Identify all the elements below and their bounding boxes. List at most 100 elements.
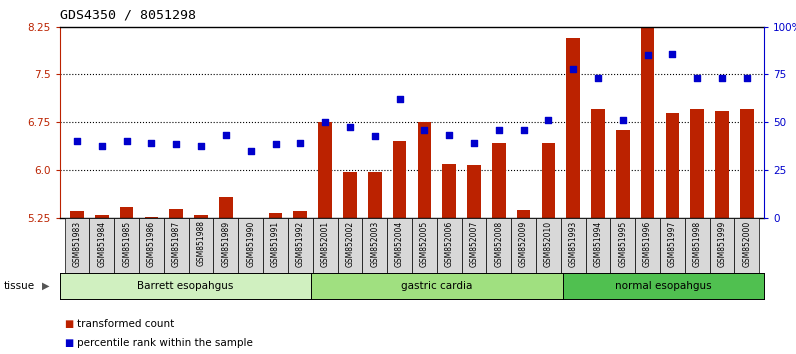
Point [244, 148, 257, 154]
Bar [219, 197, 232, 218]
Text: normal esopahgus: normal esopahgus [615, 281, 712, 291]
Text: GSM851985: GSM851985 [122, 221, 131, 267]
Point [269, 142, 282, 147]
Bar [343, 172, 357, 218]
Text: Barrett esopahgus: Barrett esopahgus [137, 281, 234, 291]
Point [71, 138, 84, 143]
Bar [492, 143, 505, 218]
Point [443, 132, 455, 138]
Bar [616, 130, 630, 218]
Bar [318, 122, 332, 218]
Text: GSM852007: GSM852007 [470, 221, 478, 267]
Point [691, 75, 704, 80]
Point [170, 142, 182, 147]
Bar [412, 218, 437, 273]
Bar [170, 210, 183, 218]
Point [220, 132, 232, 138]
Point [145, 140, 158, 146]
Bar [288, 218, 313, 273]
Text: GSM851995: GSM851995 [618, 221, 627, 267]
Point [716, 75, 728, 80]
Text: GSM851997: GSM851997 [668, 221, 677, 267]
Bar [238, 218, 263, 273]
Bar [313, 218, 338, 273]
Bar [338, 218, 362, 273]
Bar [740, 109, 754, 218]
Bar [294, 211, 307, 218]
Text: GSM851994: GSM851994 [594, 221, 603, 267]
Point [616, 118, 629, 123]
Text: GSM851999: GSM851999 [717, 221, 727, 267]
Text: GSM851992: GSM851992 [296, 221, 305, 267]
Text: GSM852005: GSM852005 [419, 221, 429, 267]
Bar [139, 218, 164, 273]
Point [195, 143, 208, 149]
Text: GSM851991: GSM851991 [271, 221, 280, 267]
Bar [269, 213, 283, 218]
Point [120, 138, 133, 143]
Bar [709, 218, 735, 273]
Bar [685, 218, 709, 273]
Point [517, 127, 530, 133]
Bar [715, 111, 729, 218]
Text: GSM851996: GSM851996 [643, 221, 652, 267]
Bar [145, 217, 158, 218]
Point [542, 118, 555, 123]
Bar [611, 218, 635, 273]
Bar [462, 218, 486, 273]
Bar [690, 109, 704, 218]
Text: GSM852001: GSM852001 [321, 221, 330, 267]
Bar [362, 218, 387, 273]
Text: GSM852010: GSM852010 [544, 221, 553, 267]
Point [567, 67, 579, 72]
Bar [189, 218, 213, 273]
Bar [418, 122, 431, 218]
Bar [95, 215, 109, 218]
Bar [635, 218, 660, 273]
Bar [467, 165, 481, 218]
Text: GSM852008: GSM852008 [494, 221, 503, 267]
Bar [213, 218, 238, 273]
Text: GSM852000: GSM852000 [743, 221, 751, 267]
Bar [263, 218, 288, 273]
Text: GDS4350 / 8051298: GDS4350 / 8051298 [60, 9, 196, 22]
Bar [536, 218, 560, 273]
Text: tissue: tissue [4, 281, 35, 291]
Text: ■: ■ [64, 319, 73, 329]
Bar [511, 218, 536, 273]
Bar [586, 218, 611, 273]
Text: GSM851989: GSM851989 [221, 221, 230, 267]
Bar [437, 218, 462, 273]
Bar [194, 215, 208, 218]
Bar [368, 172, 381, 218]
Text: GSM851987: GSM851987 [172, 221, 181, 267]
Text: GSM852002: GSM852002 [345, 221, 354, 267]
Point [294, 140, 306, 146]
Bar [665, 113, 679, 218]
Text: ▶: ▶ [42, 281, 49, 291]
Bar [591, 109, 605, 218]
Text: GSM851993: GSM851993 [568, 221, 578, 267]
Point [740, 75, 753, 80]
Text: GSM851986: GSM851986 [147, 221, 156, 267]
Bar [660, 218, 685, 273]
Bar [443, 164, 456, 218]
Bar [517, 210, 530, 218]
Text: ■: ■ [64, 338, 73, 348]
Bar [387, 218, 412, 273]
Point [369, 133, 381, 139]
Bar [641, 17, 654, 218]
Bar [115, 218, 139, 273]
Bar [566, 38, 580, 218]
Point [642, 52, 654, 58]
Text: GSM851988: GSM851988 [197, 221, 205, 267]
Text: gastric cardia: gastric cardia [401, 281, 473, 291]
Text: GSM852003: GSM852003 [370, 221, 379, 267]
Bar [70, 211, 84, 218]
Text: GSM851998: GSM851998 [693, 221, 702, 267]
Bar [89, 218, 115, 273]
Text: GSM852004: GSM852004 [395, 221, 404, 267]
Point [393, 96, 406, 101]
Text: GSM851983: GSM851983 [72, 221, 81, 267]
Bar [486, 218, 511, 273]
